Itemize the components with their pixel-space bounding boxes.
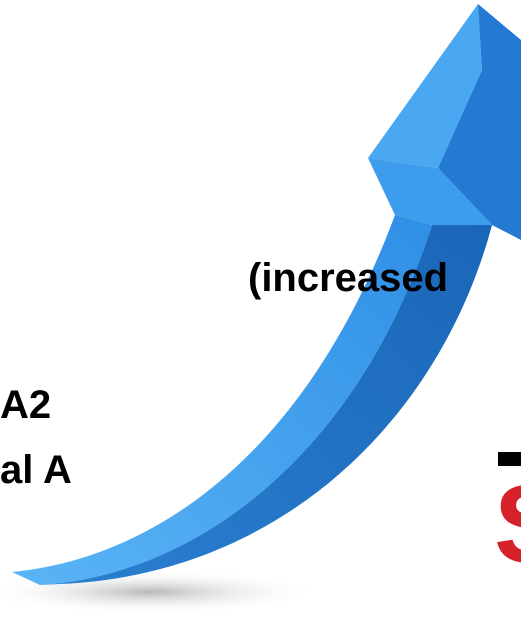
edge-bar <box>498 452 521 466</box>
edge-letter: S <box>494 463 521 586</box>
arrow-head-front <box>368 4 482 168</box>
text-line: (increased <box>248 256 448 300</box>
arrow-shaft-front <box>12 215 432 585</box>
arrow-shaft-side <box>40 215 492 585</box>
text-line: A2 <box>0 383 51 427</box>
arrow-head-side <box>438 4 521 240</box>
arrow-head-base <box>368 158 492 225</box>
text-line: al A <box>0 448 72 492</box>
